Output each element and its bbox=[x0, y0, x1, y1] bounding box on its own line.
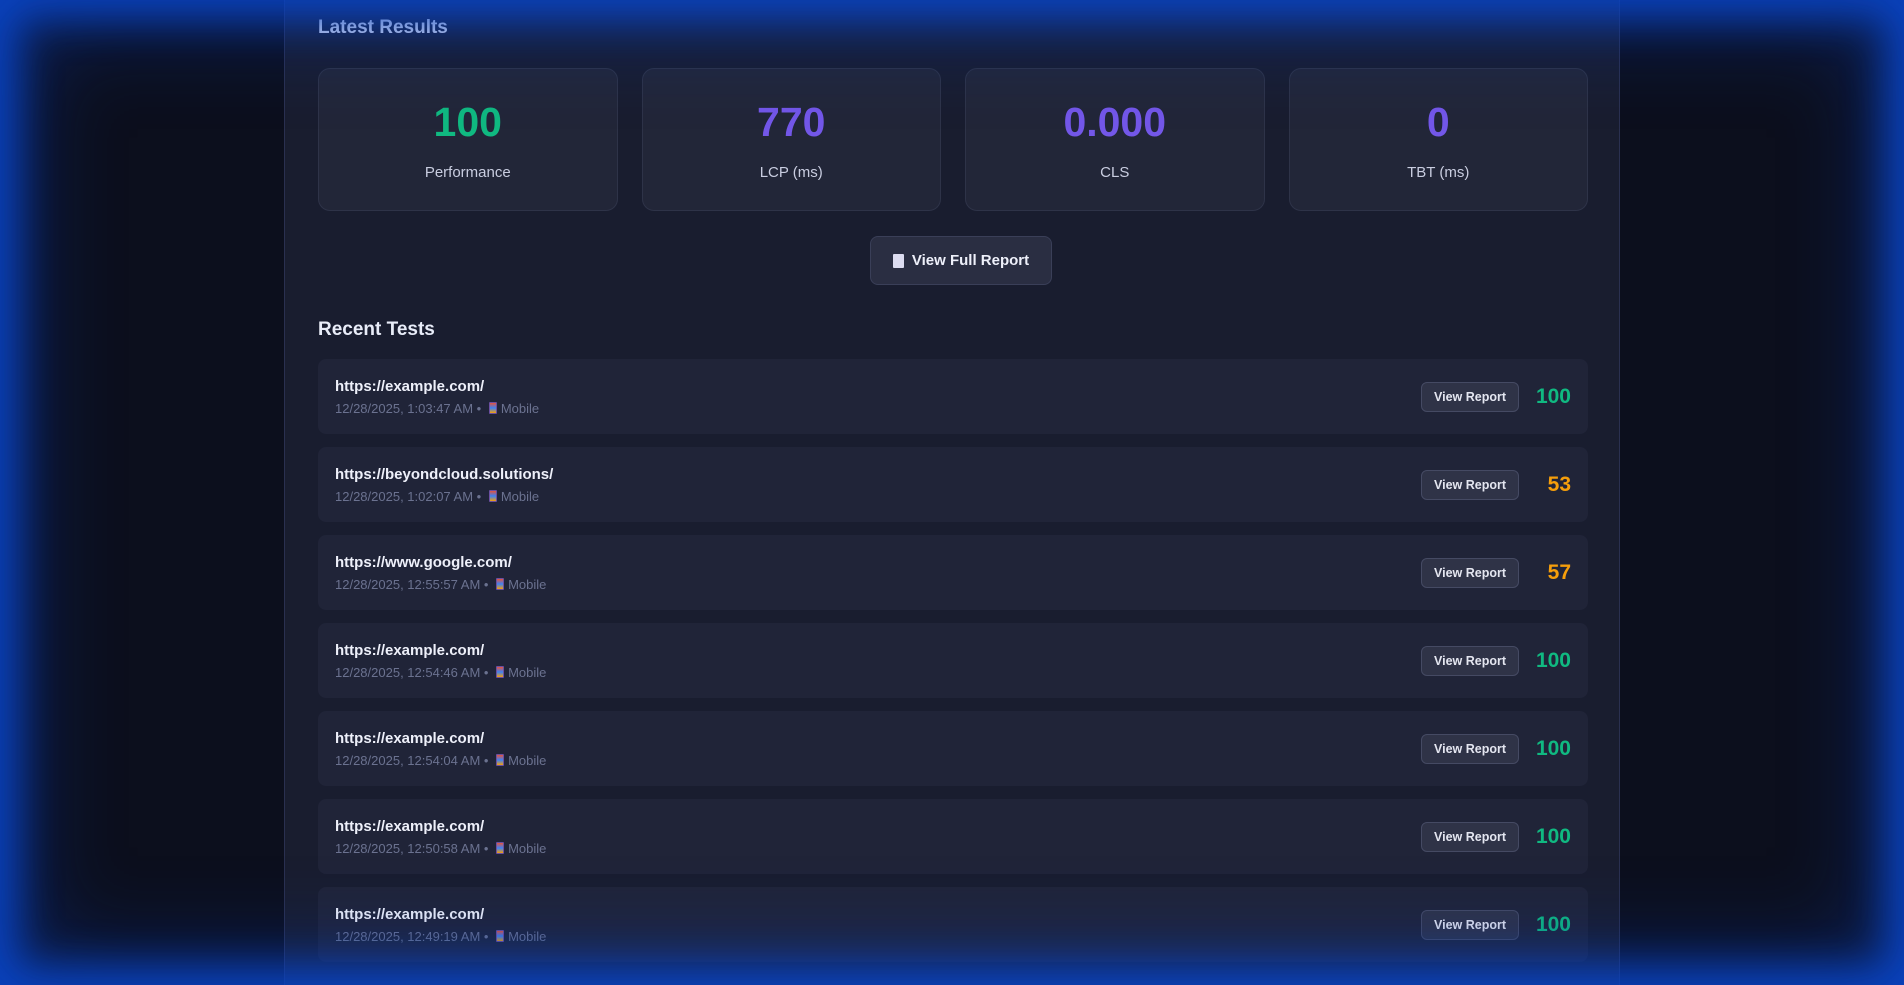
list-item: https://example.com/ 12/28/2025, 12:50:5… bbox=[318, 799, 1588, 874]
metric-label: CLS bbox=[1100, 164, 1130, 181]
metric-label: TBT (ms) bbox=[1407, 164, 1470, 181]
metric-card: 0 TBT (ms) bbox=[1288, 68, 1588, 211]
score: 100 bbox=[1535, 648, 1571, 672]
test-time: 12/28/2025, 12:49:19 AM bbox=[335, 928, 481, 944]
view-report-button[interactable]: View Report bbox=[1420, 909, 1519, 940]
test-url: https://example.com/ bbox=[335, 729, 485, 747]
metric-value: 0 bbox=[1426, 99, 1450, 145]
device-label: Mobile bbox=[500, 488, 540, 504]
test-url: https://example.com/ bbox=[335, 905, 485, 923]
document-icon bbox=[892, 253, 904, 268]
view-report-button[interactable]: View Report bbox=[1420, 557, 1519, 588]
mobile-phone-icon bbox=[496, 841, 505, 854]
view-report-button[interactable]: View Report bbox=[1420, 645, 1519, 676]
device-label: Mobile bbox=[508, 576, 547, 592]
main-panel: Latest Results 100 Performance 770 LCP (ms)… bbox=[284, 0, 1620, 985]
list-item: https://www.google.com/ 12/28/2025, 12:5… bbox=[318, 535, 1588, 610]
view-full-report-button[interactable]: View Full Report bbox=[870, 236, 1052, 285]
metric-value: 100 bbox=[433, 99, 502, 145]
test-time: 12/28/2025, 1:03:47 AM bbox=[335, 400, 474, 416]
test-url: https://example.com/ bbox=[335, 377, 485, 395]
mobile-phone-icon bbox=[496, 577, 505, 590]
device-label: Mobile bbox=[508, 928, 547, 944]
mobile-phone-icon bbox=[488, 401, 497, 414]
metric-value: 770 bbox=[757, 99, 826, 145]
score: 53 bbox=[1547, 472, 1571, 496]
view-full-report-label: View Full Report bbox=[911, 252, 1030, 269]
test-url: https://example.com/ bbox=[335, 817, 485, 835]
mobile-phone-icon bbox=[496, 929, 505, 942]
score: 100 bbox=[1535, 824, 1571, 848]
metric-label: Performance bbox=[424, 164, 511, 181]
view-report-button[interactable]: View Report bbox=[1420, 381, 1519, 412]
test-time: 12/28/2025, 12:55:57 AM bbox=[335, 576, 481, 592]
metric-value: 0.000 bbox=[1063, 99, 1167, 145]
test-url: https://example.com/ bbox=[335, 641, 485, 659]
test-time: 12/28/2025, 12:50:58 AM bbox=[335, 840, 481, 856]
latest-results-heading: Latest Results bbox=[318, 17, 448, 38]
device-label: Mobile bbox=[508, 752, 547, 768]
metric-card: 770 LCP (ms) bbox=[641, 68, 941, 211]
device-label: Mobile bbox=[508, 664, 547, 680]
test-time: 12/28/2025, 12:54:04 AM bbox=[335, 752, 481, 768]
list-item: https://example.com/ 12/28/2025, 12:49:1… bbox=[318, 887, 1588, 962]
mobile-phone-icon bbox=[488, 489, 497, 502]
score: 100 bbox=[1535, 912, 1571, 936]
list-item: https://example.com/ 12/28/2025, 12:54:0… bbox=[318, 711, 1588, 786]
device-label: Mobile bbox=[500, 400, 540, 416]
metric-card: 0.000 CLS bbox=[965, 68, 1265, 211]
view-report-button[interactable]: View Report bbox=[1420, 469, 1519, 500]
mobile-phone-icon bbox=[496, 665, 505, 678]
metric-cards: 100 Performance 770 LCP (ms) 0.000 CLS 0 TBT (m… bbox=[318, 68, 1588, 211]
metric-label: LCP (ms) bbox=[759, 164, 823, 181]
test-url: https://beyondcloud.solutions/ bbox=[335, 465, 554, 483]
device-label: Mobile bbox=[508, 840, 547, 856]
view-report-button[interactable]: View Report bbox=[1420, 821, 1519, 852]
test-url: https://www.google.com/ bbox=[335, 553, 512, 571]
test-time: 12/28/2025, 12:54:46 AM bbox=[335, 664, 481, 680]
recent-tests-heading: Recent Tests bbox=[318, 319, 435, 340]
list-item: https://example.com/ 12/28/2025, 12:54:4… bbox=[318, 623, 1588, 698]
score: 100 bbox=[1535, 736, 1571, 760]
view-report-button[interactable]: View Report bbox=[1420, 733, 1519, 764]
mobile-phone-icon bbox=[496, 753, 505, 766]
list-item: https://example.com/ 12/28/2025, 1:03:47… bbox=[318, 359, 1588, 434]
score: 57 bbox=[1547, 560, 1571, 584]
list-item: https://beyondcloud.solutions/ 12/28/202… bbox=[318, 447, 1588, 522]
score: 100 bbox=[1535, 384, 1571, 408]
test-time: 12/28/2025, 1:02:07 AM bbox=[335, 488, 474, 504]
recent-tests-list: https://example.com/ 12/28/2025, 1:03:47… bbox=[318, 359, 1588, 975]
metric-card: 100 Performance bbox=[318, 68, 618, 211]
